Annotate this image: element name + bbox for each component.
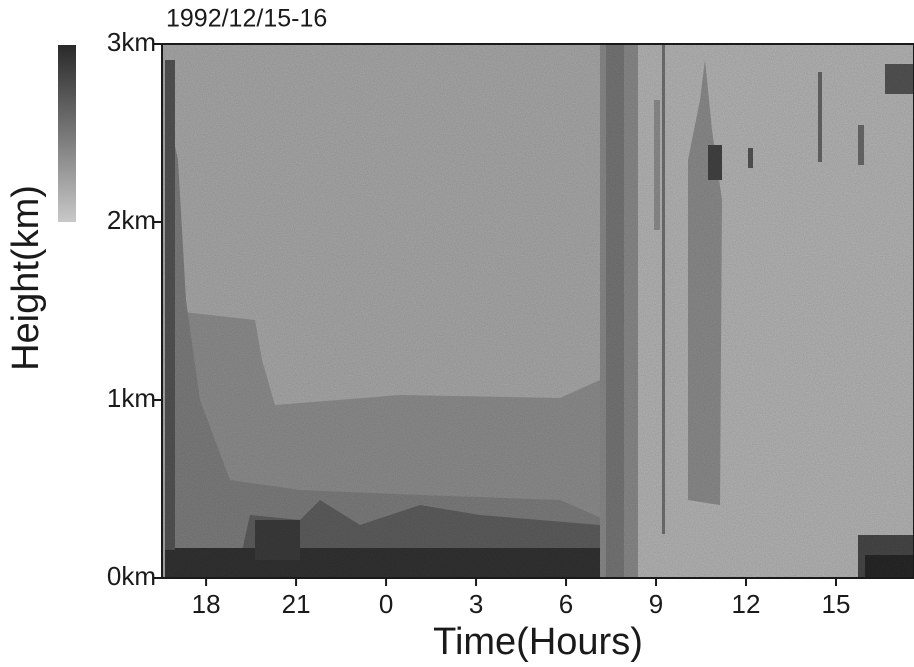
y-axis-label: Height(km) (5, 185, 47, 371)
y-tick-label: 0km (107, 561, 156, 591)
x-tick-label: 18 (192, 589, 221, 619)
color-bar (58, 45, 76, 222)
y-tick-label: 2km (107, 205, 156, 235)
y-tick-label: 1km (107, 383, 156, 413)
x-tick-label: 6 (559, 589, 573, 619)
x-tick-label: 21 (282, 589, 311, 619)
plot-frame (161, 43, 914, 579)
x-tick-label: 3 (469, 589, 483, 619)
x-tick-label: 15 (822, 589, 851, 619)
x-axis-label: Time(Hours) (433, 621, 643, 663)
chart-title: 1992/12/15-16 (166, 5, 327, 33)
x-tick-label: 12 (732, 589, 761, 619)
x-tick-label: 0 (379, 589, 393, 619)
x-tick-label: 9 (649, 589, 663, 619)
y-tick-label: 3km (107, 27, 156, 57)
backscatter-image (162, 44, 914, 578)
